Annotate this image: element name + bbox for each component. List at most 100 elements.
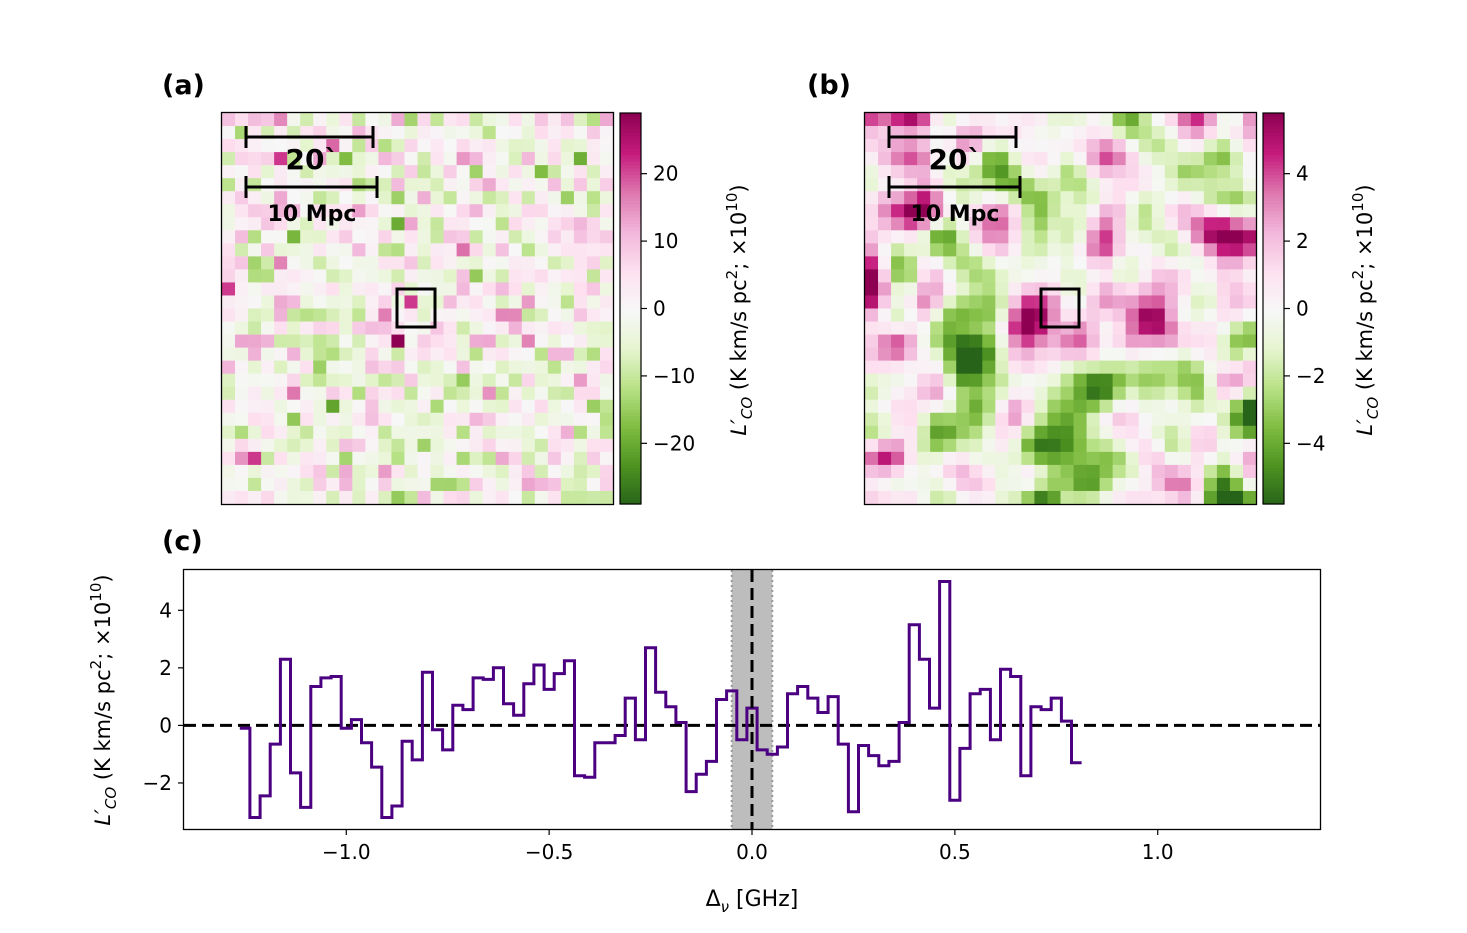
heatmap-cell — [969, 464, 983, 479]
heatmap-cell — [339, 139, 353, 153]
heatmap-cell — [235, 243, 249, 257]
heatmap-cell — [495, 412, 510, 427]
heatmap-cell — [1060, 230, 1074, 244]
heatmap-cell — [274, 321, 288, 335]
heatmap-cell — [495, 178, 510, 192]
heatmap-cell — [443, 295, 457, 309]
heatmap-cell — [1216, 490, 1231, 505]
heatmap-cell — [534, 230, 549, 244]
heatmap-cell — [274, 412, 288, 427]
colorbar-segment — [620, 471, 641, 476]
heatmap-cell — [943, 412, 957, 427]
colorbar-segment — [1263, 494, 1284, 499]
heatmap-cell — [1203, 373, 1218, 388]
heatmap-cell — [1073, 490, 1087, 505]
heatmap-cell — [417, 386, 431, 401]
heatmap-cell — [1164, 464, 1179, 479]
heatmap-cell — [339, 334, 353, 348]
heatmap-cell — [560, 373, 575, 388]
heatmap-cell — [300, 412, 314, 427]
heatmap-cell — [599, 464, 614, 479]
heatmap-cell — [1216, 464, 1231, 479]
heatmap-cell — [300, 386, 314, 401]
heatmap-cell — [1242, 204, 1257, 218]
heatmap-cell — [456, 295, 471, 309]
heatmap-cell — [599, 178, 614, 192]
colorbar-segment — [620, 435, 641, 440]
heatmap-cell — [1047, 451, 1061, 466]
heatmap-cell — [404, 178, 418, 192]
heatmap-cell — [995, 321, 1009, 335]
heatmap-cell — [917, 113, 931, 127]
heatmap-cell — [930, 490, 944, 505]
heatmap-cell — [378, 126, 392, 140]
heatmap-cell — [521, 464, 536, 479]
heatmap-cell — [456, 347, 471, 362]
heatmap-cell — [430, 451, 444, 466]
colorbar-segment — [1263, 328, 1284, 332]
heatmap-cell — [495, 425, 510, 440]
heatmap-cell — [943, 334, 957, 348]
heatmap-cell — [456, 308, 471, 322]
heatmap-cell — [417, 204, 431, 218]
heatmap-cell — [982, 269, 996, 283]
heatmap-cell — [1151, 204, 1166, 218]
heatmap-cell — [300, 295, 314, 309]
heatmap-cell — [365, 490, 379, 505]
colorbar-segment — [620, 152, 641, 156]
heatmap-cell — [917, 217, 931, 231]
heatmap-cell — [222, 334, 236, 348]
heatmap-cell — [547, 256, 562, 270]
heatmap-cell — [969, 243, 983, 257]
colorbar-segment — [620, 126, 641, 130]
heatmap-cell — [1034, 178, 1048, 192]
heatmap-cell — [904, 178, 918, 192]
colorbar-tick-label: 2 — [1296, 229, 1309, 253]
heatmap-cell — [300, 347, 314, 362]
heatmap-cell — [1008, 334, 1022, 348]
heatmap-cell — [300, 243, 314, 257]
colorbar-segment — [620, 168, 641, 173]
heatmap-cell — [469, 477, 484, 492]
heatmap-cell — [1047, 412, 1061, 427]
panel-c-label: (c) — [162, 526, 203, 557]
heatmap-cell — [1008, 451, 1022, 466]
heatmap-cell — [495, 347, 510, 362]
heatmap-cell — [1164, 438, 1179, 453]
heatmap-cell — [1099, 308, 1114, 322]
heatmap-cell — [417, 295, 431, 309]
heatmap-cell — [287, 347, 301, 362]
heatmap-cell — [930, 113, 944, 127]
heatmap-cell — [547, 191, 562, 205]
heatmap-cell — [547, 464, 562, 479]
heatmap-cell — [456, 360, 471, 375]
heatmap-cell — [404, 464, 418, 479]
colorbar-segment — [620, 230, 641, 235]
heatmap-cell — [1164, 178, 1179, 192]
colorbar-segment — [1263, 429, 1284, 433]
heatmap-cell — [1047, 490, 1061, 505]
heatmap-cell — [274, 139, 288, 153]
heatmap-cell — [982, 321, 996, 335]
heatmap-cell — [995, 477, 1009, 492]
heatmap-cell — [248, 399, 262, 414]
heatmap-cell — [917, 282, 931, 296]
heatmap-cell — [235, 295, 249, 309]
heatmap-cell — [573, 399, 588, 414]
heatmap-cell — [508, 373, 523, 388]
colorbar-segment — [620, 334, 641, 339]
colorbar-segment — [1263, 275, 1284, 280]
colorbar-segment — [1263, 223, 1284, 228]
heatmap-cell — [904, 425, 918, 440]
heatmap-cell — [1229, 152, 1244, 166]
colorbar-segment — [1263, 432, 1284, 437]
heatmap-cell — [573, 295, 588, 309]
spectrum-plot-frame — [182, 568, 1322, 831]
heatmap-cell — [248, 204, 262, 218]
heatmap-cell — [1008, 412, 1022, 427]
heatmap-cell — [430, 308, 444, 322]
heatmap-cell — [573, 204, 588, 218]
heatmap-cell — [1151, 139, 1166, 153]
heatmap-cell — [1086, 113, 1100, 127]
heatmap-cell — [599, 126, 614, 140]
